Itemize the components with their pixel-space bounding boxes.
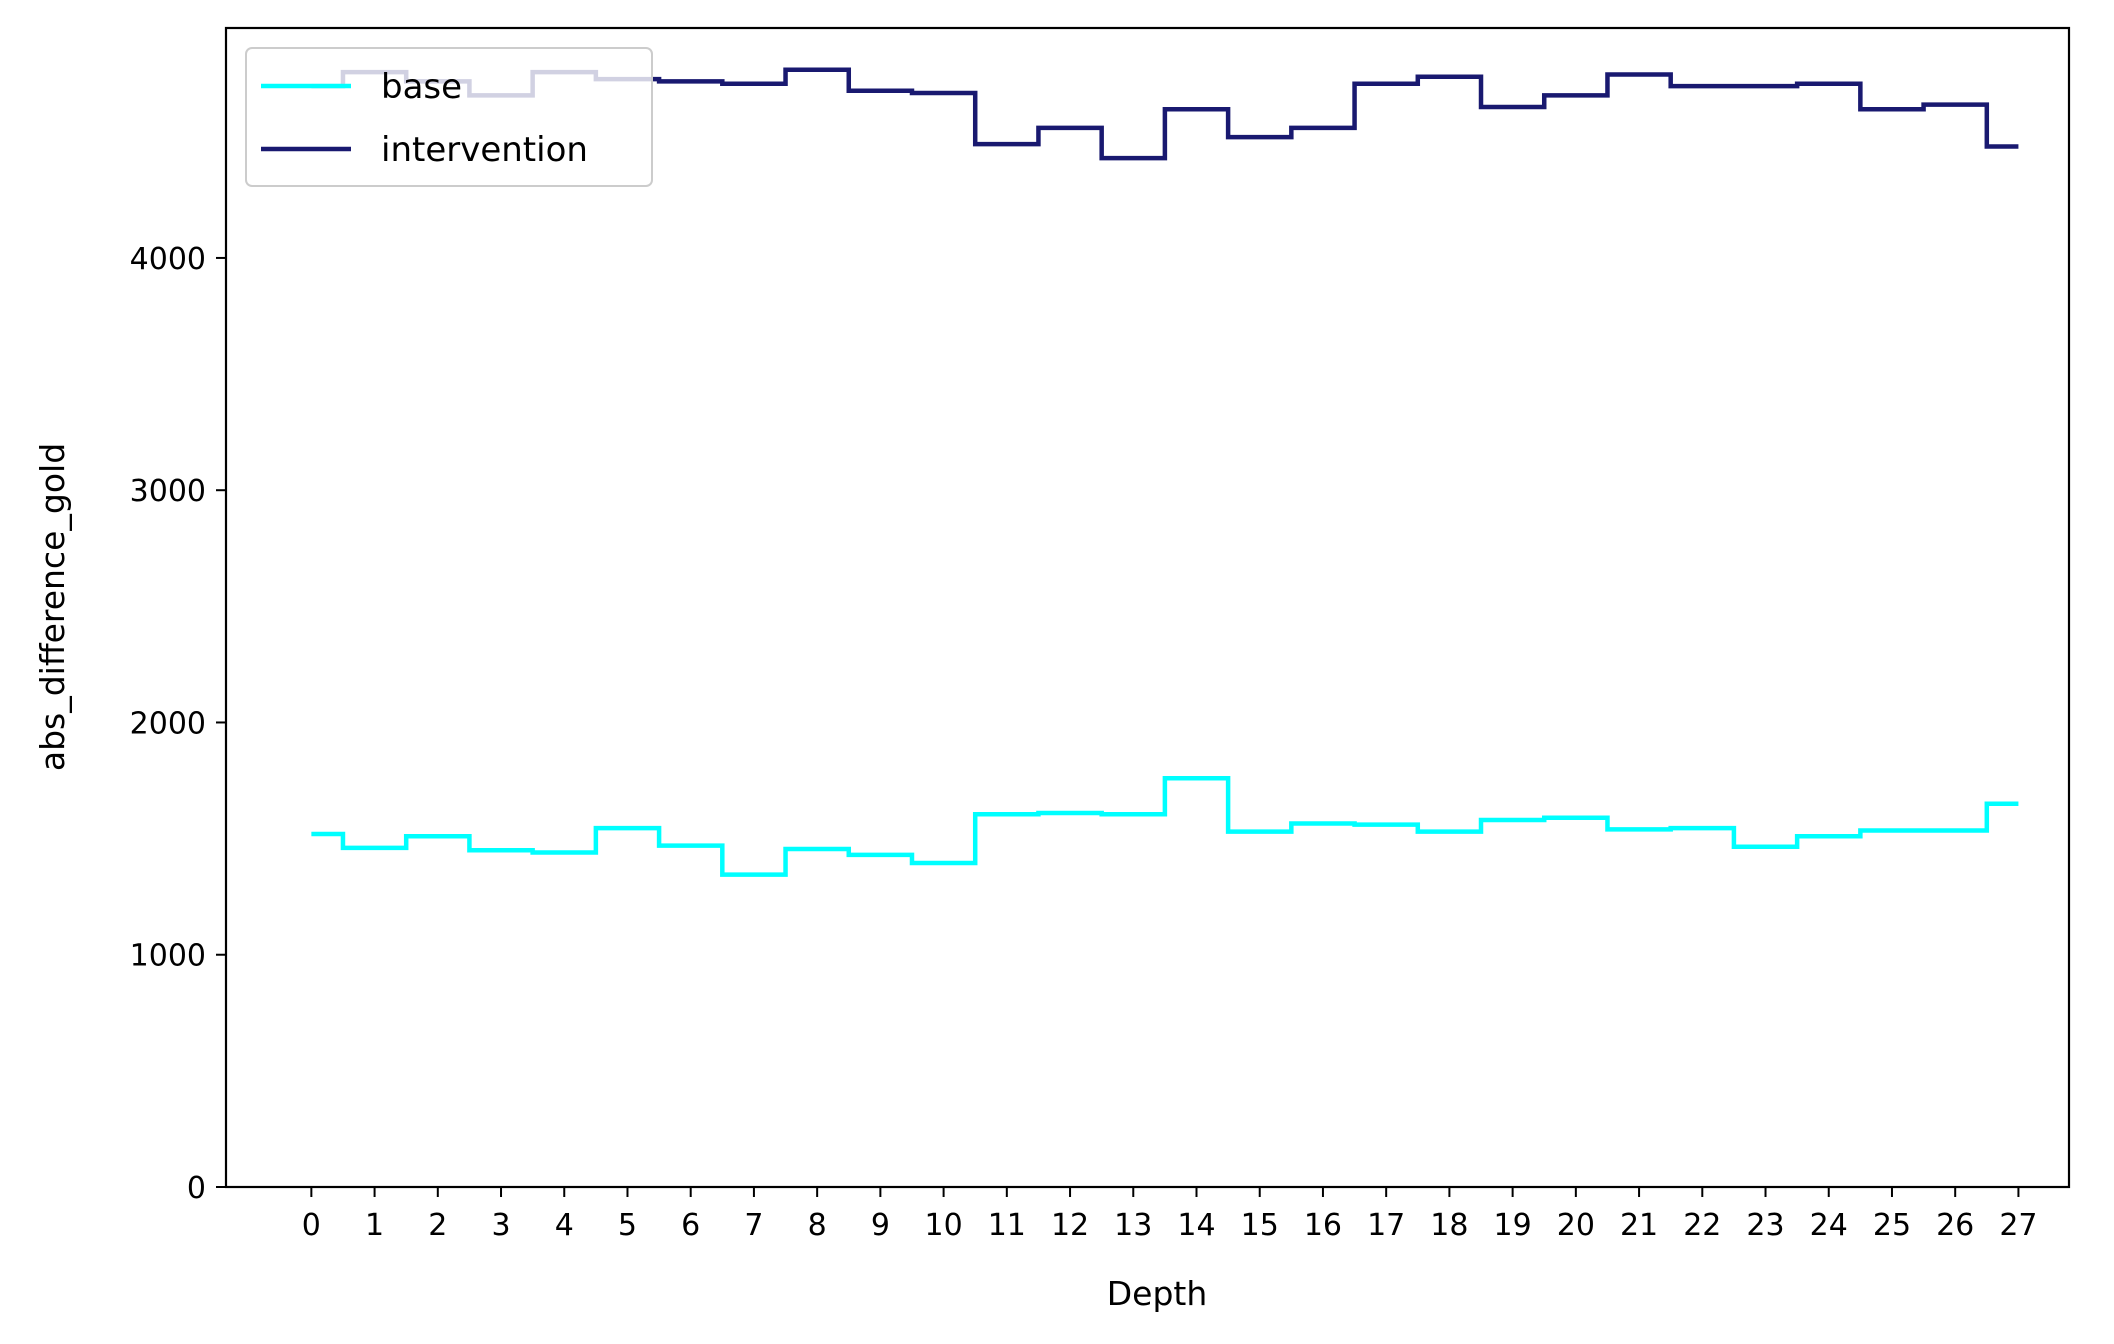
x-tick-label: 6 [681,1208,700,1243]
x-tick-label: 3 [491,1208,510,1243]
x-tick-label: 14 [1177,1208,1215,1243]
legend-label-intervention: intervention [381,130,588,170]
x-tick-label: 10 [925,1208,963,1243]
x-tick-label: 17 [1367,1208,1405,1243]
series-line-base [311,775,2019,877]
x-tick-label: 19 [1494,1208,1532,1243]
x-tick-label: 0 [302,1208,321,1243]
x-tick-label: 22 [1683,1208,1721,1243]
x-tick-label: 25 [1873,1208,1911,1243]
x-axis: 0 1 2 3 4 5 6 7 8 9 10 11 12 13 14 15 16 17 18 19 20 21 22 23 24… [302,1187,2038,1243]
y-tick-label: 0 [187,1171,206,1206]
x-tick-label: 7 [744,1208,763,1243]
legend-box [245,47,653,187]
x-axis-label: Depth [1107,1274,1208,1313]
y-axis: 0 1000 2000 3000 4000 [130,242,226,1206]
legend-label-base: base [381,67,462,107]
x-tick-label: 26 [1936,1208,1974,1243]
x-tick-label: 8 [808,1208,827,1243]
x-tick-label: 9 [871,1208,890,1243]
x-tick-label: 27 [1999,1208,2037,1243]
x-tick-label: 21 [1620,1208,1658,1243]
x-tick-label: 24 [1810,1208,1848,1243]
x-tick-label: 1 [365,1208,384,1243]
x-tick-label: 18 [1430,1208,1468,1243]
y-axis-label: abs_difference_gold [33,443,72,771]
y-tick-label: 1000 [130,939,206,974]
x-tick-label: 5 [618,1208,637,1243]
x-tick-label: 2 [428,1208,447,1243]
x-tick-label: 20 [1557,1208,1595,1243]
x-tick-label: 16 [1304,1208,1342,1243]
x-tick-label: 13 [1114,1208,1152,1243]
x-tick-label: 23 [1746,1208,1784,1243]
x-tick-label: 15 [1241,1208,1279,1243]
x-tick-label: 11 [988,1208,1026,1243]
x-tick-label: 12 [1051,1208,1089,1243]
y-tick-label: 3000 [130,474,206,509]
y-tick-label: 4000 [130,242,206,277]
x-tick-label: 4 [555,1208,574,1243]
plot-frame [224,26,2071,1189]
legend: base intervention [245,47,653,187]
y-tick-label: 2000 [130,706,206,741]
plot-area [226,28,2069,1187]
